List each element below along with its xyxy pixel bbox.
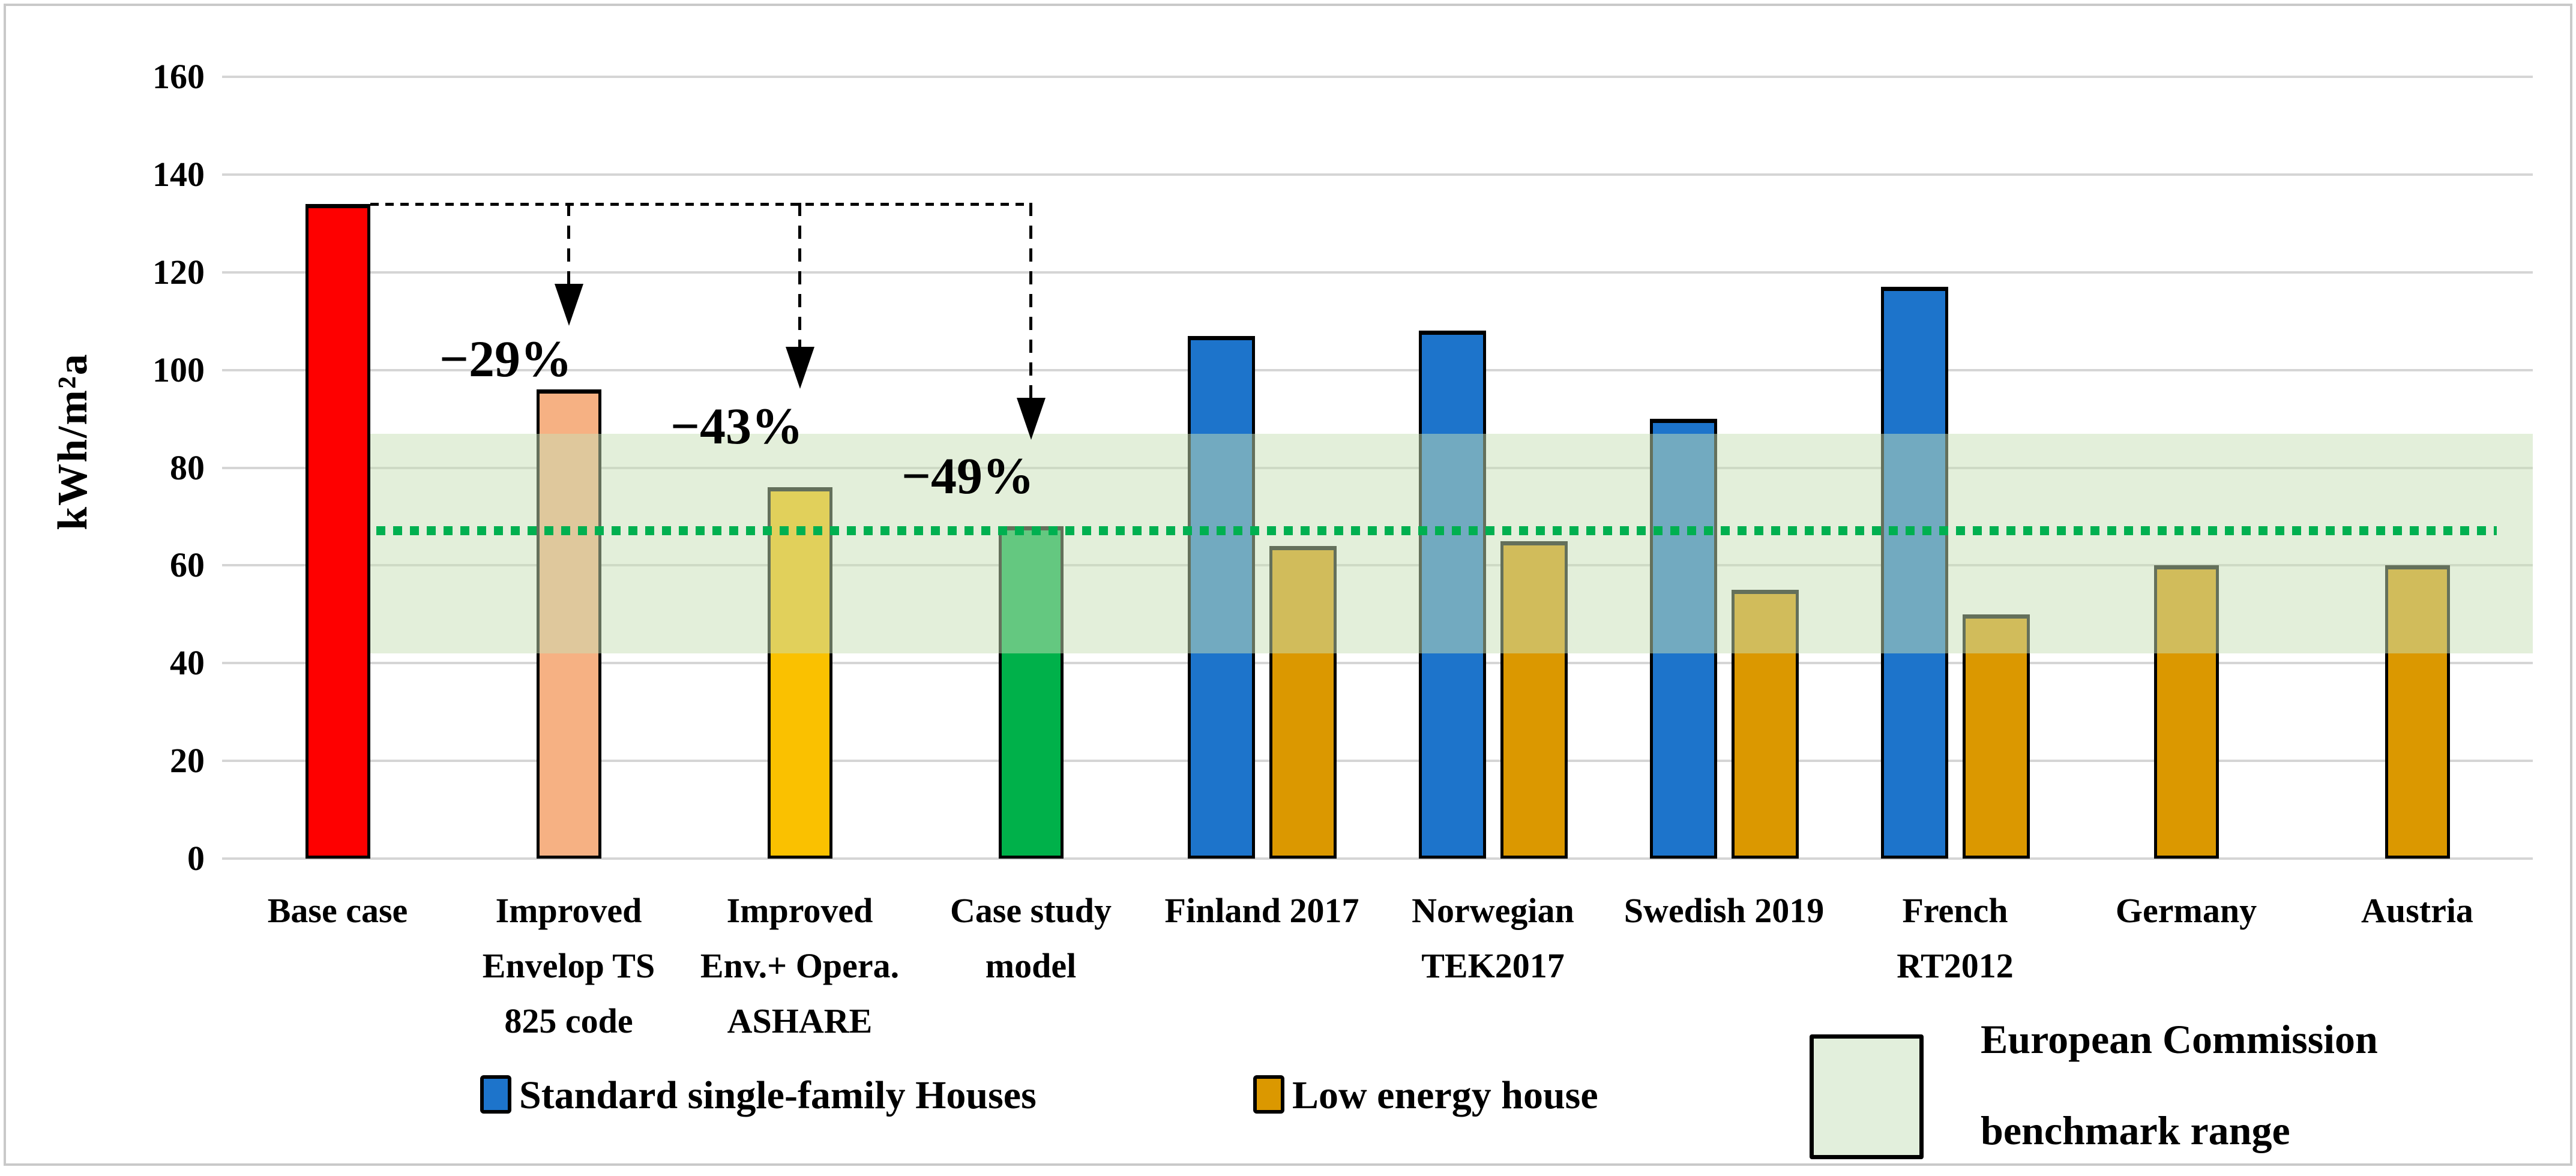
legend-swatch-low-energy [1253,1075,1284,1114]
x-axis-category-labels: Base case Improved Envelop TS 825 code Imp… [222,883,2533,1049]
y-tick-140: 140 [152,154,205,194]
gridline-160 [222,76,2533,78]
bar-base-case [305,203,370,859]
y-tick-20: 20 [170,741,205,781]
reduction-label-2: −43% [670,397,804,455]
y-tick-100: 100 [152,350,205,389]
connector-vertical-dashed-2 [798,202,801,347]
y-axis-tick-labels: 160 140 120 100 80 60 40 20 0 [6,57,213,878]
x-label-germany: Germany [2115,891,2257,930]
chart-figure: kWh/m²a 160 140 120 100 80 60 40 20 0 −29% −43% −4… [4,4,2572,1166]
plot-area: −29% −43% −49% [222,76,2533,860]
y-tick-60: 60 [170,545,205,585]
connector-vertical-dashed-3 [1029,202,1032,398]
legend-label-standard: Standard single-family Houses [519,1073,1037,1117]
gridline-120 [222,271,2533,274]
slot-base-case [222,77,453,859]
x-label-norwegian-tek2017: Norwegian TEK2017 [1412,891,1574,985]
bar-french-rt2012-low-energy [1962,614,2030,859]
x-label-finland-2017: Finland 2017 [1164,891,1359,930]
legend-label-low-energy: Low energy house [1292,1073,1598,1117]
y-tick-120: 120 [152,252,205,292]
down-arrow-icon-2 [785,347,814,389]
reference-dotted-line [376,526,2497,536]
gridline-100 [222,368,2533,371]
y-tick-160: 160 [152,57,205,96]
x-label-improved-envelop-ts-825-code: Improved Envelop TS 825 code [482,891,655,1040]
down-arrow-icon-3 [1016,398,1046,440]
legend-swatch-standard [480,1075,511,1114]
gridline-20 [222,760,2533,763]
x-label-swedish-2019: Swedish 2019 [1624,891,1825,930]
gridline-140 [222,173,2533,176]
legend-swatch-benchmark-range [1810,1034,1924,1159]
down-arrow-icon-1 [554,284,583,326]
y-tick-0: 0 [187,839,205,878]
y-tick-40: 40 [170,643,205,683]
y-tick-80: 80 [170,448,205,487]
x-label-french-rt2012: French RT2012 [1897,891,2014,985]
x-label-austria: Austria [2361,891,2473,930]
gridline-0 [222,857,2533,860]
gridline-40 [222,662,2533,665]
benchmark-band [370,433,2533,653]
x-label-case-study-model: Case study model [949,891,1112,985]
x-label-base-case: Base case [267,891,408,930]
reduction-label-1: −29% [439,330,573,388]
connector-vertical-dashed-1 [567,202,570,284]
legend-label-benchmark-range: European Commission benchmark range [1981,1016,2378,1153]
connector-horizontal-dashed [370,202,1031,206]
x-label-improved-env-opera-ashare: Improved Env.+ Opera. ASHARE [700,891,900,1040]
reduction-label-3: −49% [901,447,1035,505]
